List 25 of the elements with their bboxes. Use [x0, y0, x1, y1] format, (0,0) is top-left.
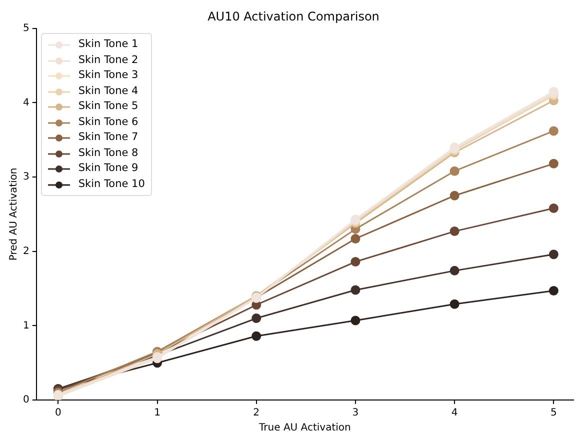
legend-label: Skin Tone 5: [78, 99, 138, 114]
legend-label: Skin Tone 6: [78, 114, 138, 130]
legend-label: Skin Tone 10: [78, 176, 145, 192]
y-tick-label: 1: [22, 320, 30, 332]
x-tick-label: 5: [550, 408, 557, 419]
y-tick-label: 5: [22, 22, 30, 34]
y-axis-title: Pred AU Activation: [8, 168, 20, 261]
legend-label: Skin Tone 9: [78, 161, 138, 176]
y-tick-label: 4: [22, 97, 30, 108]
x-tick-label: 4: [451, 408, 458, 419]
y-tick-label: 3: [22, 172, 30, 183]
legend-label: Skin Tone 8: [78, 146, 138, 161]
legend-label: Skin Tone 3: [78, 68, 138, 84]
x-tick-label: 2: [253, 408, 260, 419]
legend-label: Skin Tone 2: [78, 52, 138, 68]
y-tick-label: 2: [22, 246, 30, 257]
legend-label: Skin Tone 1: [78, 37, 138, 52]
chart-title: AU10 Activation Comparison: [208, 9, 380, 24]
legend-label: Skin Tone 7: [78, 130, 138, 146]
legend-label: Skin Tone 4: [78, 84, 138, 99]
x-tick-label: 3: [352, 408, 359, 419]
x-tick-label: 0: [54, 408, 62, 419]
x-axis-title: True AU Activation: [258, 422, 351, 434]
y-tick-label: 0: [22, 394, 30, 406]
x-tick-label: 1: [154, 408, 160, 419]
